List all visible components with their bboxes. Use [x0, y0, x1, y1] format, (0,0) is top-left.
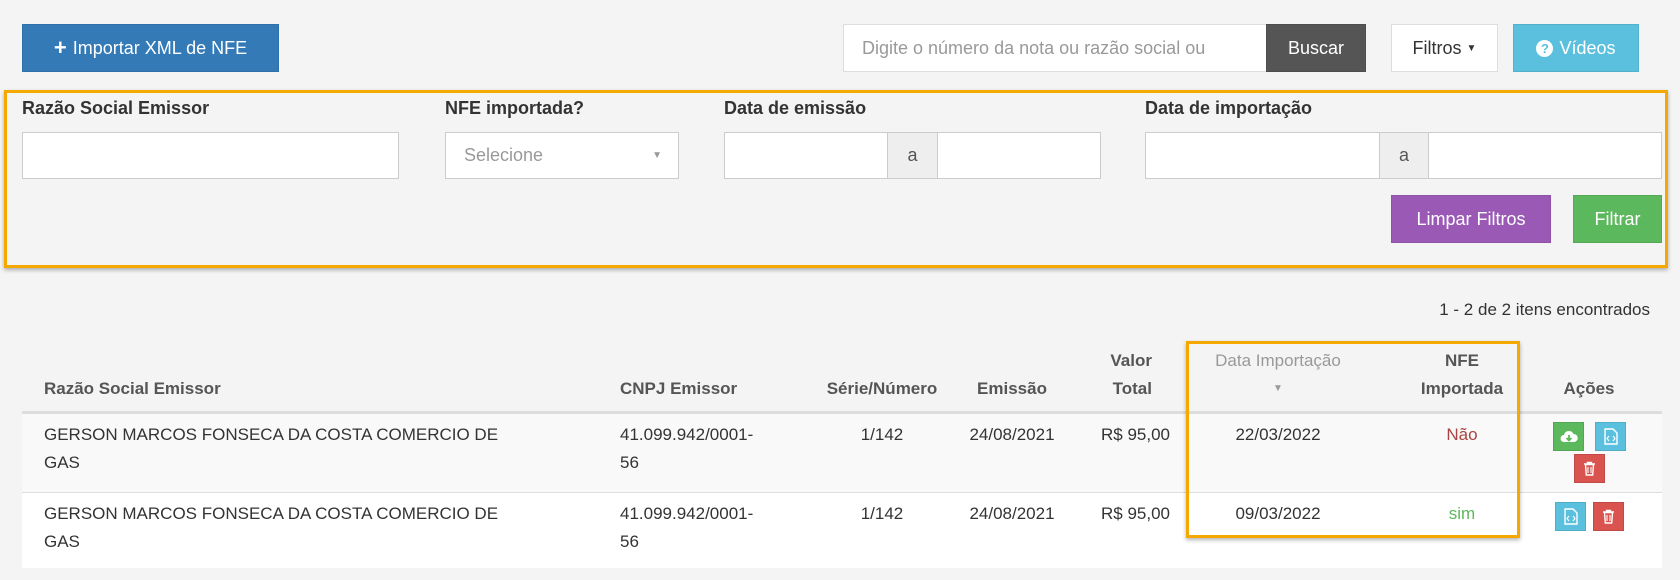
header-valor[interactable]: Valor Total: [1072, 347, 1152, 403]
emissao-range-separator: a: [887, 132, 938, 179]
cell-cnpj-line2: 56: [620, 453, 639, 472]
filters-dropdown-button[interactable]: Filtros ▼: [1391, 24, 1498, 72]
view-xml-button[interactable]: [1595, 422, 1626, 451]
header-acoes: Ações: [1563, 379, 1615, 398]
cell-cnpj: 41.099.942/0001- 56: [620, 500, 753, 556]
importacao-end-input[interactable]: [1428, 132, 1662, 179]
view-xml-button[interactable]: [1555, 502, 1586, 531]
results-count: 1 - 2 de 2 itens encontrados: [1439, 300, 1650, 319]
filter-panel: [4, 90, 1668, 268]
trash-icon: [1584, 461, 1595, 476]
header-nfe-line2: Importada: [1420, 379, 1504, 398]
sort-desc-icon: ▼: [1273, 383, 1283, 394]
search-button-label: Buscar: [1287, 37, 1345, 58]
highlight-box: [1186, 341, 1520, 538]
cell-razao: GERSON MARCOS FONSECA DA COSTA COMERCIO …: [44, 500, 498, 556]
cell-cnpj-line2: 56: [620, 532, 639, 551]
question-circle-icon: ?: [1536, 39, 1554, 57]
cell-cnpj-line1: 41.099.942/0001-: [620, 504, 754, 523]
emissao-end-input[interactable]: [937, 132, 1101, 179]
plus-icon: +: [53, 35, 67, 60]
search-button[interactable]: Buscar: [1266, 24, 1366, 72]
header-razao[interactable]: Razão Social Emissor: [44, 379, 221, 398]
filter-label: Filtrar: [1594, 208, 1641, 229]
search-placeholder: Digite o número da nota ou razão social …: [862, 37, 1206, 58]
caret-down-icon: ▼: [1466, 42, 1477, 54]
delete-button[interactable]: [1574, 454, 1605, 483]
header-nfe-importada[interactable]: NFE Importada: [1392, 347, 1532, 403]
cell-emissao: 24/08/2021: [969, 504, 1055, 523]
caret-down-icon: ▼: [652, 150, 662, 161]
header-valor-line1: Valor: [1110, 351, 1152, 370]
clear-filters-label: Limpar Filtros: [1416, 208, 1526, 229]
header-serie[interactable]: Série/Número: [826, 379, 938, 398]
import-xml-button[interactable]: + Importar XML de NFE: [22, 24, 279, 72]
importacao-range-separator: a: [1379, 132, 1429, 179]
header-nfe-line1: NFE: [1445, 351, 1479, 370]
file-code-icon: [1603, 428, 1618, 445]
cell-serie: 1/142: [860, 504, 904, 523]
nfe-select[interactable]: Selecione ▼: [445, 132, 679, 179]
header-divider: [22, 411, 1662, 414]
file-code-icon: [1563, 508, 1578, 525]
filters-label: Filtros: [1412, 37, 1462, 58]
header-data-importacao[interactable]: Data Importação ▼: [1186, 347, 1370, 403]
razao-filter-input[interactable]: [22, 132, 399, 179]
search-input[interactable]: Digite o número da nota ou razão social …: [843, 24, 1267, 72]
cell-valor: R$ 95,00: [1101, 425, 1170, 444]
cell-nfe-importada: sim: [1448, 504, 1476, 523]
cell-nfe-importada: Não: [1446, 425, 1478, 444]
table-row: [22, 493, 1662, 568]
clear-filters-button[interactable]: Limpar Filtros: [1391, 195, 1551, 243]
header-data-importacao-label: Data Importação: [1215, 351, 1341, 370]
emissao-filter-label: Data de emissão: [724, 98, 867, 118]
cell-razao-line2: GAS: [44, 532, 80, 551]
cell-data-importacao: 09/03/2022: [1235, 504, 1321, 523]
header-emissao[interactable]: Emissão: [977, 379, 1047, 398]
cell-cnpj: 41.099.942/0001- 56: [620, 421, 753, 477]
header-valor-line2: Total: [1112, 379, 1152, 398]
table-row: [22, 414, 1662, 493]
trash-icon: [1603, 509, 1614, 524]
header-cnpj[interactable]: CNPJ Emissor: [620, 379, 738, 398]
importacao-filter-label: Data de importação: [1145, 98, 1313, 118]
videos-label: Vídeos: [1559, 37, 1616, 58]
videos-button[interactable]: ? Vídeos: [1513, 24, 1639, 72]
importacao-start-input[interactable]: [1145, 132, 1380, 179]
download-nfe-button[interactable]: [1553, 422, 1584, 451]
emissao-start-input[interactable]: [724, 132, 888, 179]
cell-serie: 1/142: [860, 425, 904, 444]
nfe-filter-label: NFE importada?: [445, 98, 585, 118]
cell-valor: R$ 95,00: [1101, 504, 1170, 523]
nfe-select-placeholder: Selecione: [464, 145, 544, 165]
razao-filter-label: Razão Social Emissor: [22, 98, 210, 118]
filter-button[interactable]: Filtrar: [1573, 195, 1662, 243]
cell-razao-line1: GERSON MARCOS FONSECA DA COSTA COMERCIO …: [44, 504, 499, 523]
cell-razao-line1: GERSON MARCOS FONSECA DA COSTA COMERCIO …: [44, 425, 499, 444]
cell-cnpj-line1: 41.099.942/0001-: [620, 425, 754, 444]
import-xml-label: Importar XML de NFE: [72, 37, 248, 58]
cell-data-importacao: 22/03/2022: [1235, 425, 1321, 444]
delete-button[interactable]: [1593, 502, 1624, 531]
cell-razao-line2: GAS: [44, 453, 80, 472]
cell-razao: GERSON MARCOS FONSECA DA COSTA COMERCIO …: [44, 421, 498, 477]
cloud-download-icon: [1560, 430, 1578, 442]
cell-emissao: 24/08/2021: [969, 425, 1055, 444]
